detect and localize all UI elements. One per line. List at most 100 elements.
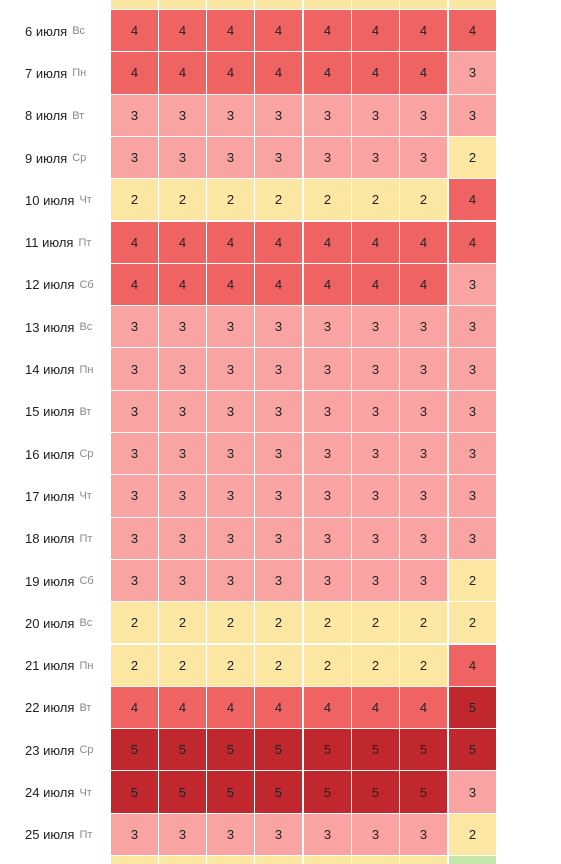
date-label: 7 июля <box>25 65 68 81</box>
forecast-cell: 2 <box>111 602 158 644</box>
forecast-cell: 3 <box>400 390 447 432</box>
forecast-cell: 3 <box>352 517 399 559</box>
forecast-cell: 2 <box>304 644 351 686</box>
forecast-cell: 3 <box>111 390 158 432</box>
date-label: 23 июля <box>25 742 75 758</box>
forecast-cell: 3 <box>255 306 302 348</box>
forecast-cell: 4 <box>159 263 206 306</box>
row-date: 9 июля Ср <box>25 137 86 179</box>
forecast-cell: 3 <box>207 517 254 559</box>
forecast-cell: 5 <box>449 729 496 771</box>
forecast-cell: 3 <box>449 348 496 390</box>
forecast-cell: 2 <box>159 602 206 644</box>
date-label: 13 июля <box>25 319 75 335</box>
date-label: 22 июля <box>25 700 75 716</box>
forecast-cell: 2 <box>255 644 302 686</box>
forecast-cell: 3 <box>449 94 496 136</box>
forecast-cell: 4 <box>304 686 351 729</box>
forecast-cell: 4 <box>207 686 254 729</box>
forecast-cell: 3 <box>304 433 351 475</box>
forecast-cell: 2 <box>400 644 447 686</box>
row-date: 12 июля Сб <box>25 264 94 306</box>
row-date: 15 июля Вт <box>25 391 91 433</box>
weekday-label: Ср <box>79 448 94 461</box>
forecast-cell: 3 <box>304 390 351 432</box>
forecast-cell: 5 <box>207 771 254 813</box>
forecast-cell: 3 <box>207 306 254 348</box>
row-date: 10 июля Чт <box>25 179 92 221</box>
weekday-label: Чт <box>79 490 92 503</box>
forecast-cell: 2 <box>449 136 496 179</box>
forecast-cell: 4 <box>449 644 496 686</box>
forecast-cell: 3 <box>449 517 496 559</box>
forecast-cell: 3 <box>449 433 496 475</box>
partial-cell <box>304 856 351 864</box>
forecast-cell: 4 <box>255 221 302 263</box>
row-date: 14 июля Пн <box>25 348 93 390</box>
forecast-cell: 3 <box>111 433 158 475</box>
forecast-cell: 3 <box>304 348 351 390</box>
row-date: 20 июля Вс <box>25 602 92 644</box>
date-label: 19 июля <box>25 573 75 589</box>
forecast-cell: 3 <box>111 813 158 855</box>
forecast-cell: 3 <box>352 136 399 179</box>
row-date: 13 июля Вс <box>25 306 92 348</box>
forecast-cell: 2 <box>352 179 399 221</box>
forecast-cell: 3 <box>400 348 447 390</box>
partial-cell <box>255 856 302 864</box>
partial-cell <box>111 0 158 9</box>
forecast-cell: 4 <box>111 221 158 263</box>
forecast-cell: 3 <box>255 475 302 517</box>
forecast-cell: 3 <box>255 517 302 559</box>
forecast-cell: 4 <box>255 686 302 729</box>
forecast-cell: 3 <box>304 559 351 602</box>
forecast-cell: 4 <box>352 10 399 52</box>
row-date: 18 июля Пт <box>25 518 92 560</box>
forecast-cell: 3 <box>255 94 302 136</box>
row-date: 23 июля Ср <box>25 729 94 771</box>
forecast-cell: 3 <box>352 390 399 432</box>
date-label: 25 июля <box>25 827 75 843</box>
forecast-cell: 3 <box>304 813 351 855</box>
date-label: 24 июля <box>25 785 75 801</box>
forecast-cell: 3 <box>159 390 206 432</box>
forecast-cell: 4 <box>449 10 496 52</box>
forecast-cell: 3 <box>111 517 158 559</box>
date-label: 12 июля <box>25 277 75 293</box>
forecast-cell: 4 <box>111 263 158 306</box>
forecast-row: 7 июля Пн 4 4 4 4 4 4 4 3 <box>0 52 561 94</box>
forecast-cell: 3 <box>207 475 254 517</box>
row-date: 11 июля Пт <box>25 222 91 264</box>
partial-cell <box>207 0 254 9</box>
forecast-cell: 3 <box>449 52 496 94</box>
forecast-cell: 4 <box>449 179 496 221</box>
forecast-cell: 3 <box>352 433 399 475</box>
forecast-cell: 4 <box>304 263 351 306</box>
forecast-cell: 5 <box>304 729 351 771</box>
partial-cell <box>352 856 399 864</box>
forecast-cell: 2 <box>304 179 351 221</box>
row-date: 19 июля Сб <box>25 560 94 602</box>
forecast-cell: 3 <box>255 433 302 475</box>
forecast-cell: 2 <box>400 179 447 221</box>
forecast-cell: 2 <box>255 179 302 221</box>
forecast-cell: 2 <box>111 644 158 686</box>
partial-cell <box>400 856 447 864</box>
forecast-cell: 3 <box>255 559 302 602</box>
forecast-cell: 3 <box>449 771 496 813</box>
date-label: 11 июля <box>25 235 74 251</box>
forecast-cell: 5 <box>400 729 447 771</box>
weekday-label: Вт <box>79 405 92 418</box>
forecast-cell: 4 <box>304 10 351 52</box>
forecast-cell: 5 <box>111 729 158 771</box>
date-label: 20 июля <box>25 615 75 631</box>
row-date: 22 июля Вт <box>25 687 91 729</box>
forecast-row: 25 июля Пт 3 3 3 3 3 3 3 2 <box>0 813 561 856</box>
forecast-cell: 3 <box>400 559 447 602</box>
forecast-cell: 3 <box>400 433 447 475</box>
forecast-row: 10 июля Чт 2 2 2 2 2 2 2 4 <box>0 179 561 221</box>
forecast-cell: 3 <box>207 559 254 602</box>
forecast-row: 19 июля Сб 3 3 3 3 3 3 3 2 <box>0 559 561 602</box>
